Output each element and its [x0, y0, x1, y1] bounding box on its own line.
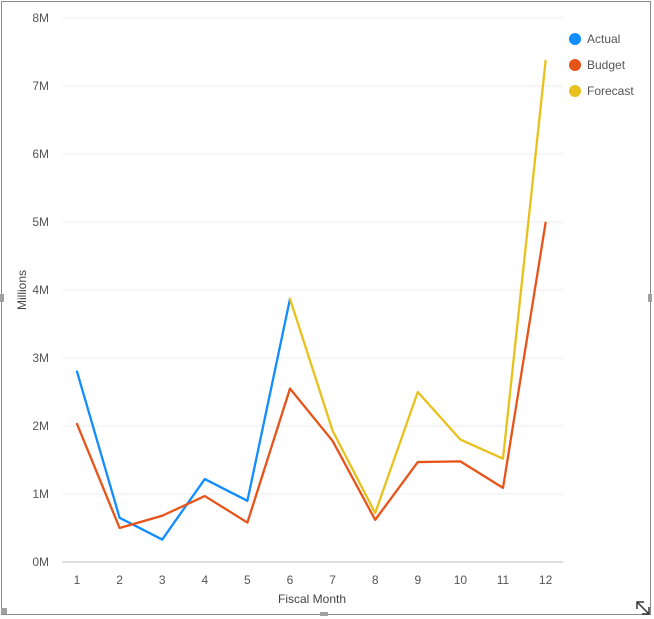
resize-handle-bottom-left[interactable]	[1, 608, 7, 614]
x-tick-label: 1	[74, 573, 81, 587]
x-tick-label: 2	[116, 573, 123, 587]
x-tick-label: 11	[497, 573, 510, 587]
legend-label: Budget	[587, 58, 626, 72]
y-tick-label: 8M	[32, 11, 49, 25]
x-tick-label: 5	[244, 573, 251, 587]
series-line-actual	[75, 297, 292, 541]
legend-label: Actual	[587, 32, 620, 46]
resize-handle-bottom[interactable]	[320, 612, 328, 616]
x-tick-label: 10	[454, 573, 468, 587]
gridlines	[62, 17, 563, 495]
y-tick-label: 5M	[32, 215, 49, 229]
y-tick-label: 6M	[32, 147, 49, 161]
y-tick-label: 2M	[32, 419, 49, 433]
legend-item-actual[interactable]: Actual	[569, 32, 620, 46]
y-tick-label: 4M	[32, 283, 49, 297]
legend-label: Forecast	[587, 84, 634, 98]
legend[interactable]: Actual Budget Forecast	[569, 32, 634, 98]
series-line-forecast	[288, 59, 547, 515]
x-tick-label: 9	[414, 573, 421, 587]
resize-handle-right[interactable]	[648, 294, 652, 302]
y-axis-title: Millions	[15, 270, 29, 310]
series-line-budget	[75, 221, 547, 530]
x-tick-label: 7	[329, 573, 336, 587]
x-axis-ticks: 1 2 3 4 5 6 7 8 9 10 11 12	[74, 573, 553, 587]
x-axis-title: Fiscal Month	[278, 592, 346, 606]
legend-marker	[569, 85, 581, 97]
y-axis-ticks: 0M 1M 2M 3M 4M 5M 6M 7M 8M	[32, 11, 49, 569]
x-tick-label: 12	[539, 573, 553, 587]
y-tick-label: 0M	[32, 555, 49, 569]
legend-item-forecast[interactable]: Forecast	[569, 84, 634, 98]
x-tick-label: 3	[159, 573, 166, 587]
x-tick-label: 6	[287, 573, 294, 587]
x-tick-label: 8	[372, 573, 379, 587]
y-tick-label: 1M	[32, 487, 49, 501]
resize-handle-left[interactable]	[0, 294, 4, 302]
legend-item-budget[interactable]: Budget	[569, 58, 626, 72]
y-tick-label: 7M	[32, 79, 49, 93]
y-tick-label: 3M	[32, 351, 49, 365]
legend-marker	[569, 33, 581, 45]
x-tick-label: 4	[201, 573, 208, 587]
legend-marker	[569, 59, 581, 71]
series-lines	[75, 59, 547, 541]
resize-corner-icon[interactable]	[636, 601, 650, 615]
